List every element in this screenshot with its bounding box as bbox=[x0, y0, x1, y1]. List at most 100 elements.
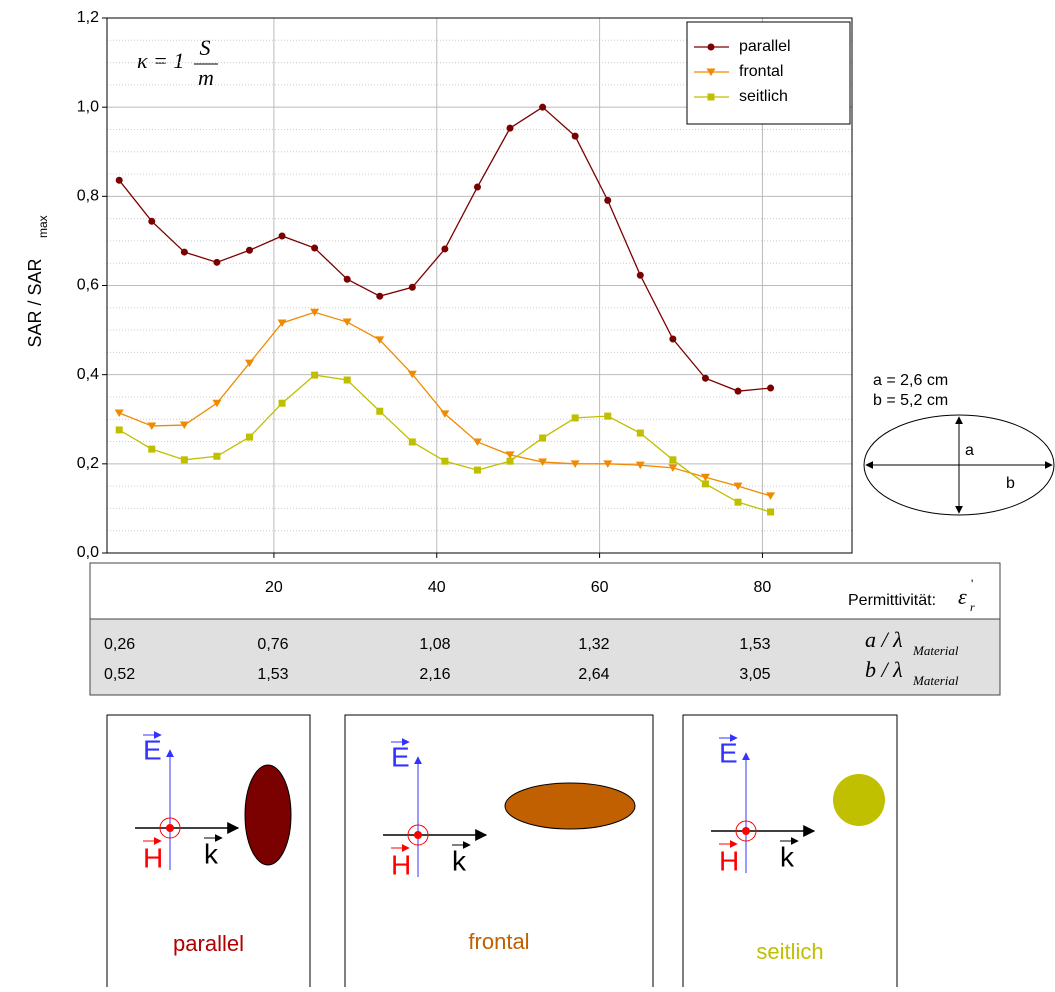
point bbox=[604, 197, 611, 204]
point bbox=[572, 133, 579, 140]
point bbox=[279, 233, 286, 240]
h-label: H bbox=[391, 849, 411, 880]
point bbox=[213, 453, 220, 460]
point bbox=[473, 438, 482, 446]
table-cell: 2,64 bbox=[578, 666, 609, 683]
table-cell: 1,53 bbox=[257, 666, 288, 683]
y-tick-label: 0,2 bbox=[77, 455, 99, 472]
k-label: k bbox=[780, 841, 795, 872]
formula: κ = 1 bbox=[137, 48, 184, 73]
panel-shape bbox=[833, 774, 885, 826]
point bbox=[310, 309, 319, 317]
point bbox=[115, 410, 124, 418]
y-tick-label: 0,4 bbox=[77, 366, 99, 383]
x-tick-label: 20 bbox=[265, 579, 283, 596]
y-tick-label: 1,2 bbox=[77, 9, 99, 26]
row-label-sub: Material bbox=[912, 643, 959, 658]
point bbox=[735, 499, 742, 506]
point bbox=[539, 434, 546, 441]
point bbox=[539, 104, 546, 111]
table-xlabel: Permittivität: bbox=[848, 592, 936, 609]
y-label-text: SAR / SAR bbox=[25, 258, 45, 347]
legend-label: seitlich bbox=[739, 88, 788, 105]
point bbox=[148, 446, 155, 453]
row-label: b / λ bbox=[865, 657, 903, 682]
e-label: E bbox=[143, 734, 162, 765]
point bbox=[213, 259, 220, 266]
point bbox=[311, 245, 318, 252]
point bbox=[669, 336, 676, 343]
k-label: k bbox=[452, 845, 467, 876]
point bbox=[409, 438, 416, 445]
panel-label: seitlich bbox=[756, 939, 823, 964]
legend: parallel frontal seitlich bbox=[687, 22, 850, 124]
page: Permittivität: ε r ' κ = 1 S m SAR / SAR… bbox=[0, 0, 1055, 987]
legend-label: frontal bbox=[739, 63, 783, 80]
h-label: H bbox=[719, 845, 739, 876]
formula-den: m bbox=[198, 65, 214, 90]
point bbox=[246, 247, 253, 254]
row-label-sub: Material bbox=[912, 673, 959, 688]
symbol: ε bbox=[958, 584, 967, 609]
point bbox=[344, 276, 351, 283]
legend-label: parallel bbox=[739, 38, 791, 55]
panel-label: parallel bbox=[173, 931, 244, 956]
point bbox=[441, 458, 448, 465]
point bbox=[148, 218, 155, 225]
table-cell: 2,16 bbox=[419, 666, 450, 683]
point bbox=[637, 272, 644, 279]
table-cell: 1,32 bbox=[578, 636, 609, 653]
point bbox=[376, 408, 383, 415]
label-a: a bbox=[965, 442, 974, 459]
h-dot bbox=[414, 831, 422, 839]
point bbox=[376, 293, 383, 300]
point bbox=[474, 183, 481, 190]
e-label: E bbox=[719, 737, 738, 768]
point bbox=[767, 385, 774, 392]
point bbox=[181, 249, 188, 256]
table-cell: 0,76 bbox=[257, 636, 288, 653]
y-tick-label: 0,6 bbox=[77, 277, 99, 294]
legend-marker bbox=[708, 94, 715, 101]
x-tick-label: 60 bbox=[591, 579, 609, 596]
point bbox=[507, 458, 514, 465]
table-cell: 3,05 bbox=[739, 666, 770, 683]
formula-num: S bbox=[200, 35, 211, 60]
panel-label: frontal bbox=[468, 929, 529, 954]
table-body bbox=[90, 619, 1000, 695]
point bbox=[344, 377, 351, 384]
point bbox=[507, 125, 514, 132]
point bbox=[343, 319, 352, 327]
y-tick-label: 1,0 bbox=[77, 98, 99, 115]
x-tick-label: 40 bbox=[428, 579, 446, 596]
panel-shape bbox=[505, 783, 635, 829]
panel-shape bbox=[245, 765, 291, 865]
symbol-sub: r bbox=[970, 600, 975, 614]
e-label: E bbox=[391, 741, 410, 772]
k-label: k bbox=[204, 838, 219, 869]
point bbox=[116, 426, 123, 433]
table-cell: 1,53 bbox=[739, 636, 770, 653]
table-header bbox=[90, 563, 1000, 619]
series-line bbox=[119, 375, 770, 512]
point bbox=[474, 467, 481, 474]
h-dot bbox=[166, 824, 174, 832]
point bbox=[604, 413, 611, 420]
point bbox=[279, 400, 286, 407]
point bbox=[702, 375, 709, 382]
symbol-sup: ' bbox=[971, 577, 973, 591]
point bbox=[311, 372, 318, 379]
note-b: b = 5,2 cm bbox=[873, 392, 948, 409]
point bbox=[637, 430, 644, 437]
point bbox=[767, 508, 774, 515]
h-label: H bbox=[143, 842, 163, 873]
point bbox=[246, 434, 253, 441]
table-cell: 0,52 bbox=[104, 666, 135, 683]
point bbox=[441, 245, 448, 252]
table-cell: 0,26 bbox=[104, 636, 135, 653]
note-a: a = 2,6 cm bbox=[873, 372, 948, 389]
row-label: a / λ bbox=[865, 627, 903, 652]
point bbox=[766, 492, 775, 500]
point bbox=[702, 480, 709, 487]
point bbox=[181, 456, 188, 463]
